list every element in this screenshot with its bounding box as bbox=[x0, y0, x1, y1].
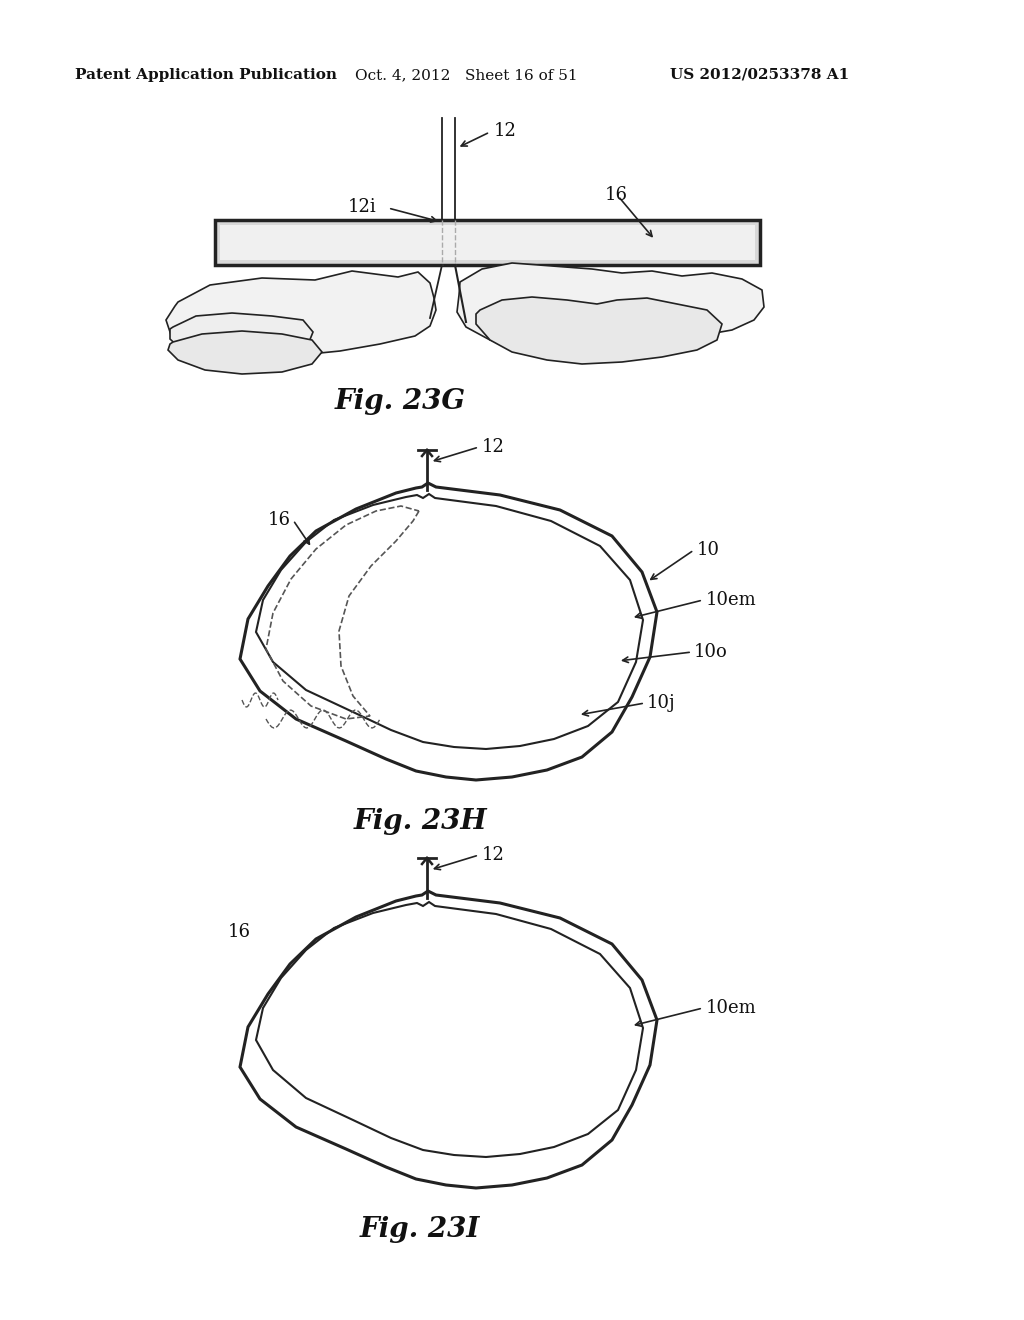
Polygon shape bbox=[476, 297, 722, 364]
Text: 16: 16 bbox=[228, 923, 251, 941]
Text: 10em: 10em bbox=[706, 999, 757, 1016]
Text: 12: 12 bbox=[494, 121, 517, 140]
Text: 10j: 10j bbox=[647, 694, 676, 711]
Text: 16: 16 bbox=[268, 511, 291, 529]
Polygon shape bbox=[170, 313, 313, 364]
Polygon shape bbox=[240, 483, 657, 780]
Text: Fig. 23H: Fig. 23H bbox=[353, 808, 486, 836]
Text: 12: 12 bbox=[482, 438, 505, 455]
Text: 12: 12 bbox=[482, 846, 505, 865]
Text: Fig. 23G: Fig. 23G bbox=[335, 388, 466, 414]
Bar bbox=[215, 220, 760, 265]
Text: Fig. 23I: Fig. 23I bbox=[359, 1216, 480, 1243]
Polygon shape bbox=[168, 331, 322, 374]
Bar bbox=[220, 224, 755, 260]
Text: 10: 10 bbox=[697, 541, 720, 558]
Text: 10em: 10em bbox=[706, 591, 757, 609]
Text: 16: 16 bbox=[605, 186, 628, 205]
Text: 12i: 12i bbox=[348, 198, 377, 216]
Text: US 2012/0253378 A1: US 2012/0253378 A1 bbox=[670, 69, 849, 82]
Polygon shape bbox=[240, 891, 657, 1188]
Text: Patent Application Publication: Patent Application Publication bbox=[75, 69, 337, 82]
Polygon shape bbox=[166, 271, 436, 359]
Text: Oct. 4, 2012   Sheet 16 of 51: Oct. 4, 2012 Sheet 16 of 51 bbox=[355, 69, 578, 82]
Text: 10o: 10o bbox=[694, 643, 728, 661]
Polygon shape bbox=[457, 263, 764, 350]
